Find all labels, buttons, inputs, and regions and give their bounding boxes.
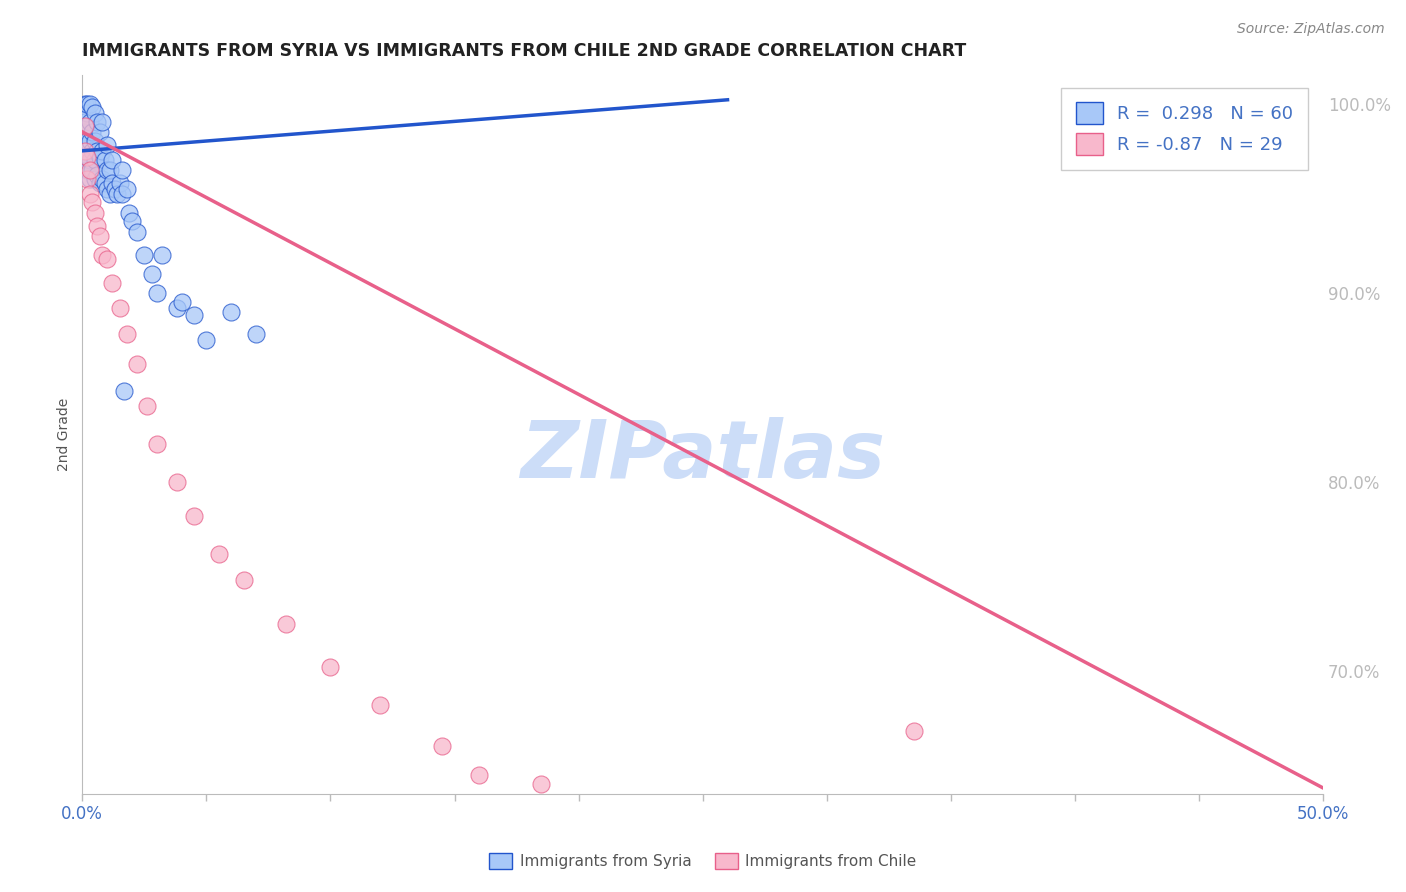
Point [82, 162, 104, 177]
Point [75, 144, 97, 158]
Point [73, 153, 96, 168]
Point [91, 115, 114, 129]
Point [82, 100, 104, 114]
Point [103, 181, 125, 195]
Point [166, 301, 188, 315]
Point [76, 134, 98, 148]
Point [101, 153, 124, 168]
Point [83, 134, 105, 148]
Point [101, 176, 124, 190]
Legend: Immigrants from Syria, Immigrants from Chile: Immigrants from Syria, Immigrants from C… [484, 847, 922, 875]
Point [79, 134, 101, 148]
Point [101, 276, 124, 290]
Legend: R =  0.298   N = 60, R = -0.87   N = 29: R = 0.298 N = 60, R = -0.87 N = 29 [1062, 87, 1308, 169]
Point [183, 309, 205, 323]
Point [115, 181, 138, 195]
Point [79, 172, 101, 186]
Point [82, 125, 104, 139]
Point [98, 162, 121, 177]
Point [115, 327, 138, 342]
Point [89, 176, 111, 190]
Point [93, 153, 115, 168]
Point [118, 206, 141, 220]
Point [468, 768, 491, 782]
Point [76, 149, 98, 163]
Point [79, 153, 101, 168]
Point [903, 724, 925, 739]
Point [86, 169, 108, 183]
Point [73, 96, 96, 111]
Point [96, 252, 118, 266]
Point [73, 144, 96, 158]
Point [83, 172, 105, 186]
Point [219, 304, 242, 318]
Point [96, 162, 118, 177]
Point [108, 176, 131, 190]
Point [98, 187, 121, 202]
Point [96, 181, 118, 195]
Point [111, 162, 134, 177]
Point [108, 301, 131, 315]
Point [86, 115, 108, 129]
Point [114, 384, 136, 398]
Point [72, 125, 94, 139]
Point [96, 138, 118, 153]
Text: IMMIGRANTS FROM SYRIA VS IMMIGRANTS FROM CHILE 2ND GRADE CORRELATION CHART: IMMIGRANTS FROM SYRIA VS IMMIGRANTS FROM… [83, 42, 966, 60]
Point [83, 206, 105, 220]
Point [245, 327, 267, 342]
Point [83, 106, 105, 120]
Point [82, 194, 104, 209]
Y-axis label: 2nd Grade: 2nd Grade [58, 398, 72, 471]
Point [73, 115, 96, 129]
Point [111, 187, 134, 202]
Point [93, 176, 115, 190]
Point [166, 475, 188, 489]
Point [73, 120, 96, 134]
Point [368, 698, 391, 712]
Point [89, 149, 111, 163]
Point [79, 96, 101, 111]
Point [195, 333, 218, 347]
Point [91, 248, 114, 262]
Point [134, 248, 156, 262]
Point [274, 616, 297, 631]
Text: ZIPatlas: ZIPatlas [520, 417, 886, 495]
Text: Source: ZipAtlas.com: Source: ZipAtlas.com [1237, 22, 1385, 37]
Point [150, 248, 173, 262]
Point [89, 125, 111, 139]
Point [91, 172, 114, 186]
Point [79, 187, 101, 202]
Point [76, 172, 98, 186]
Point [79, 115, 101, 129]
Point [145, 285, 167, 300]
Point [89, 228, 111, 243]
Point [76, 96, 98, 111]
Point [530, 777, 553, 791]
Point [430, 739, 453, 754]
Point [319, 660, 342, 674]
Point [79, 162, 101, 177]
Point [76, 106, 98, 120]
Point [125, 358, 148, 372]
Point [135, 399, 157, 413]
Point [86, 144, 108, 158]
Point [76, 162, 98, 177]
Point [170, 295, 193, 310]
Point [232, 573, 254, 587]
Point [105, 187, 128, 202]
Point [82, 144, 104, 158]
Point [208, 547, 231, 561]
Point [141, 267, 163, 281]
Point [83, 153, 105, 168]
Point [145, 437, 167, 451]
Point [125, 225, 148, 239]
Point [183, 508, 205, 523]
Point [121, 214, 143, 228]
Point [86, 219, 108, 234]
Point [91, 144, 114, 158]
